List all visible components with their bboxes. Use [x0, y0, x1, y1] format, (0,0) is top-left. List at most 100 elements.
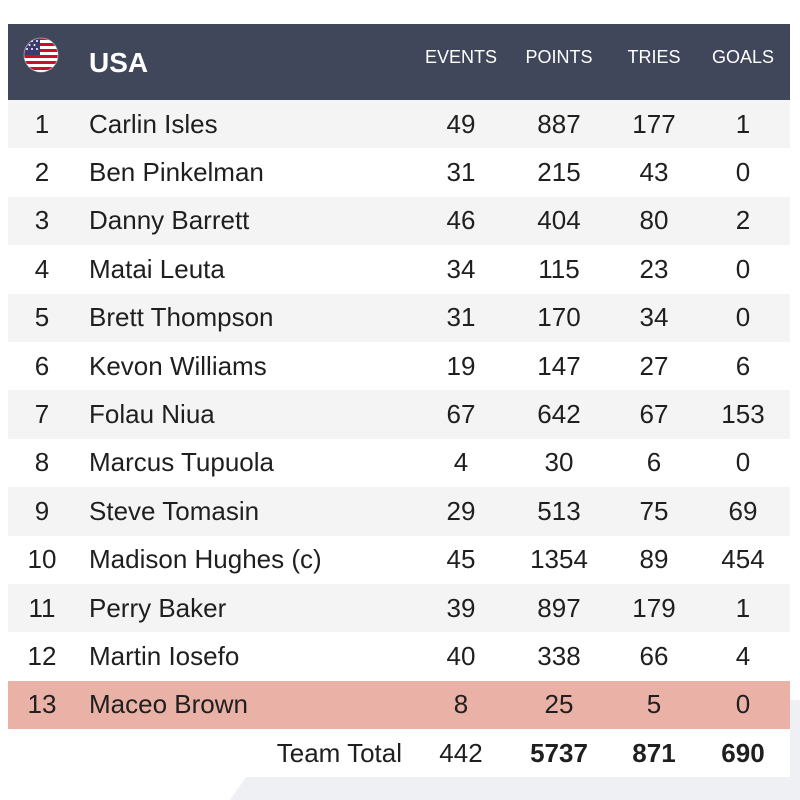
table-row: 9 Steve Tomasin 29 513 75 69	[8, 487, 790, 536]
events-cell: 67	[446, 399, 476, 430]
points-cell: 115	[538, 253, 580, 284]
events-cell: 29	[446, 495, 476, 526]
points-cell: 170	[537, 302, 581, 333]
player-name-cell: Martin Iosefo	[89, 640, 240, 671]
events-cell: 39	[446, 592, 476, 623]
player-name-cell: Carlin Isles	[89, 108, 218, 139]
tries-cell: 6	[646, 447, 662, 478]
tries-cell: 67	[639, 399, 669, 430]
events-cell: 49	[446, 108, 476, 139]
goals-cell: 0	[735, 157, 751, 188]
goals-cell: 454	[721, 544, 765, 575]
tries-cell: 27	[639, 350, 669, 381]
points-cell: 642	[537, 399, 581, 430]
total-events: 442	[439, 737, 483, 768]
events-cell: 31	[446, 302, 476, 333]
events-cell: 45	[446, 544, 476, 575]
player-name-cell: Maceo Brown	[89, 689, 248, 720]
player-name-cell: Steve Tomasin	[89, 495, 260, 526]
points-cell: 147	[537, 350, 581, 381]
points-cell: 887	[537, 108, 581, 139]
column-header-goals[interactable]: GOALS	[711, 46, 775, 67]
player-name-cell: Marcus Tupuola	[89, 447, 274, 478]
points-cell: 215	[537, 157, 581, 188]
rank-cell: 3	[34, 205, 50, 236]
tries-cell: 34	[639, 302, 669, 333]
points-cell: 25	[544, 689, 574, 720]
events-cell: 31	[446, 157, 476, 188]
us-flag-icon	[23, 37, 59, 72]
table-row: 5 Brett Thompson 31 170 34 0	[8, 293, 790, 342]
total-tries: 871	[632, 737, 676, 768]
tries-cell: 66	[639, 640, 669, 671]
flag-cell	[8, 24, 76, 100]
points-cell: 513	[537, 495, 581, 526]
events-cell: 34	[446, 253, 476, 284]
points-cell: 404	[537, 205, 581, 236]
goals-cell: 0	[735, 689, 751, 720]
table-row: 7 Folau Niua 67 642 67 153	[8, 390, 790, 439]
player-name-cell: Kevon Williams	[89, 350, 267, 381]
table-row: 2 Ben Pinkelman 31 215 43 0	[8, 148, 790, 197]
rank-cell: 10	[27, 544, 57, 575]
rank-cell: 11	[28, 592, 56, 623]
player-name-cell: Ben Pinkelman	[89, 157, 264, 188]
rank-cell: 1	[34, 108, 50, 139]
goals-cell: 1	[735, 592, 751, 623]
player-name-cell: Madison Hughes (c)	[89, 544, 322, 575]
table-header-row: USA EVENTS POINTS TRIES GOALS	[8, 24, 790, 100]
tries-cell: 89	[639, 544, 669, 575]
player-name-cell: Matai Leuta	[89, 253, 225, 284]
goals-cell: 69	[728, 495, 758, 526]
points-cell: 1354	[530, 544, 588, 575]
goals-cell: 1	[735, 108, 751, 139]
rank-cell: 12	[27, 640, 57, 671]
goals-cell: 6	[735, 350, 751, 381]
table-row: 12 Martin Iosefo 40 338 66 4	[8, 632, 790, 681]
table-row: 8 Marcus Tupuola 4 30 6 0	[8, 438, 790, 488]
column-header-points[interactable]: POINTS	[525, 46, 593, 67]
team-stats-card: USA EVENTS POINTS TRIES GOALS 1 Carlin I…	[8, 24, 790, 778]
column-header-events[interactable]: EVENTS	[424, 46, 498, 67]
goals-cell: 0	[735, 302, 751, 333]
tries-cell: 75	[639, 495, 669, 526]
points-cell: 897	[537, 592, 581, 623]
rank-cell: 6	[34, 350, 50, 381]
team-name: USA	[89, 47, 149, 78]
team-total-label: Team Total	[276, 737, 402, 768]
tries-cell: 43	[639, 157, 669, 188]
goals-cell: 0	[735, 253, 751, 284]
events-cell: 8	[453, 689, 469, 720]
table-row-highlighted: 13 Maceo Brown 8 25 5 0	[8, 680, 790, 730]
events-cell: 40	[446, 640, 476, 671]
events-cell: 4	[453, 447, 469, 478]
column-header-tries[interactable]: TRIES	[627, 46, 681, 67]
player-stats-table: USA EVENTS POINTS TRIES GOALS 1 Carlin I…	[8, 24, 790, 778]
tries-cell: 23	[639, 253, 669, 284]
tries-cell: 5	[646, 689, 662, 720]
table-row: 1 Carlin Isles 49 887 177 1	[8, 100, 790, 149]
player-name-cell: Brett Thompson	[89, 302, 274, 333]
table-row: 10 Madison Hughes (c) 45 1354 89 454	[8, 535, 790, 584]
tries-cell: 179	[632, 592, 676, 623]
table-row: 4 Matai Leuta 34 115 23 0	[8, 245, 790, 294]
goals-cell: 4	[735, 640, 751, 671]
player-name-cell: Folau Niua	[89, 399, 215, 430]
rank-cell: 9	[34, 495, 50, 526]
goals-cell: 0	[735, 447, 751, 478]
goals-cell: 153	[721, 399, 765, 430]
rank-cell: 5	[34, 302, 50, 333]
table-row: 11 Perry Baker 39 897 179 1	[8, 583, 790, 633]
table-row: 6 Kevon Williams 19 147 27 6	[8, 341, 790, 391]
rank-cell: 7	[34, 399, 50, 430]
tries-cell: 177	[632, 108, 676, 139]
events-cell: 19	[446, 350, 476, 381]
goals-cell: 2	[735, 205, 751, 236]
rank-cell: 8	[34, 447, 50, 478]
events-cell: 46	[446, 205, 476, 236]
table-row: 3 Danny Barrett 46 404 80 2	[8, 196, 790, 246]
rank-cell: 4	[34, 253, 50, 284]
points-cell: 30	[544, 447, 574, 478]
points-cell: 338	[537, 640, 581, 671]
total-points: 5737	[530, 737, 588, 768]
